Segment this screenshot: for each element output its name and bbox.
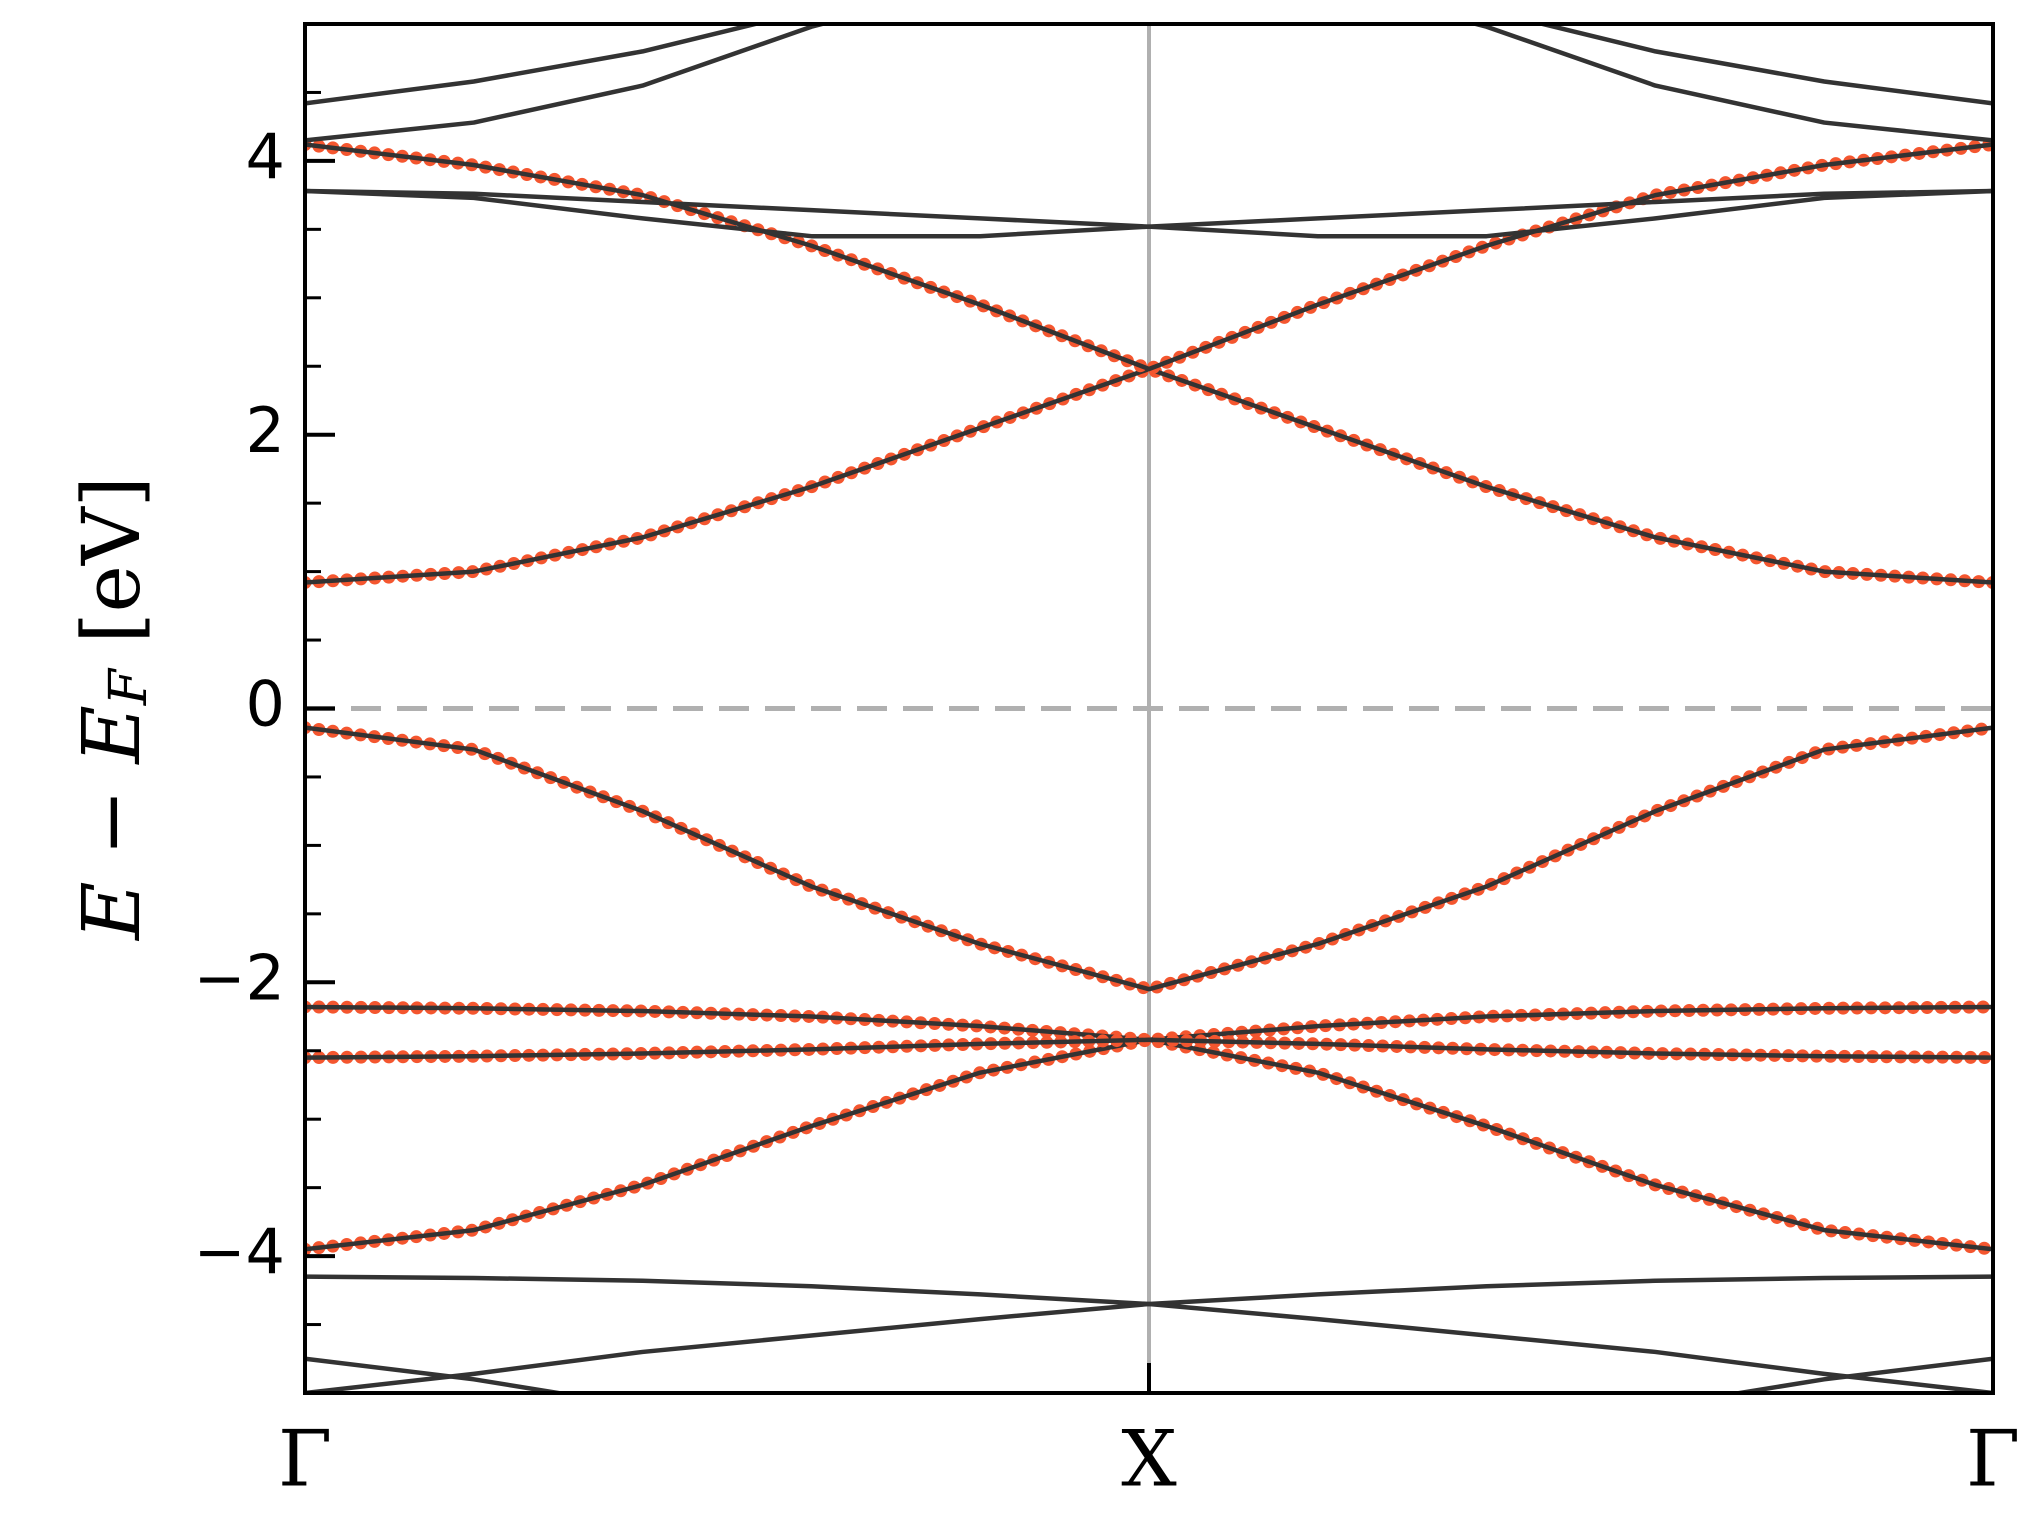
y-tick-label: 2 bbox=[246, 394, 285, 467]
band bbox=[305, 188, 1993, 239]
band bbox=[305, 24, 1993, 143]
y-label-main: E − E bbox=[65, 705, 158, 942]
y-tick-label: 4 bbox=[246, 120, 285, 193]
x-tick-label: Γ bbox=[278, 1415, 332, 1505]
y-axis-label: E − EF [eV] bbox=[65, 476, 159, 942]
band bbox=[305, 1301, 1993, 1393]
y-label-sub: F bbox=[99, 667, 159, 706]
y-tick-label: −2 bbox=[194, 941, 285, 1014]
y-tick-label: −4 bbox=[194, 1215, 285, 1288]
y-label-unit: [eV] bbox=[65, 476, 158, 669]
plot-area bbox=[305, 24, 1993, 1393]
x-tick-label: X bbox=[1121, 1415, 1177, 1505]
band bbox=[305, 142, 1993, 372]
y-tick-label: 0 bbox=[246, 668, 285, 741]
band bbox=[305, 725, 1993, 992]
band bbox=[305, 24, 1993, 106]
band bbox=[305, 1037, 1993, 1060]
x-tick-label: Γ bbox=[1966, 1415, 2020, 1505]
